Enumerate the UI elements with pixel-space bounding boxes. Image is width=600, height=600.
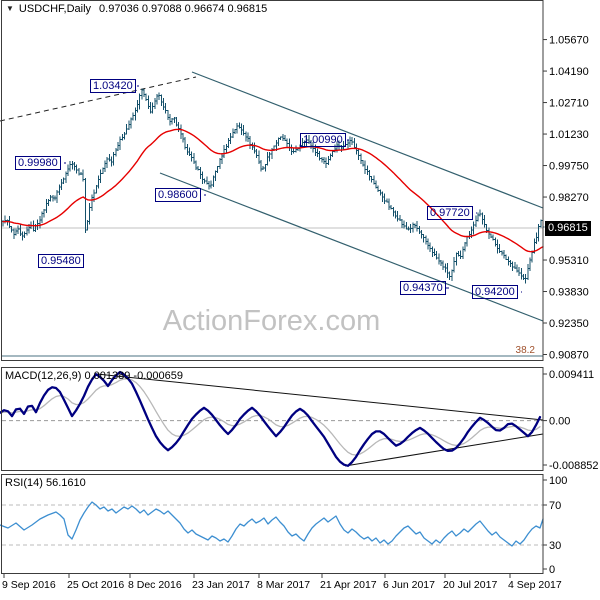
main-y-axis-label: 0.98270 [549,192,589,204]
main-y-axis-label: 0.90870 [549,350,589,362]
x-axis-date-label: 6 Jun 2017 [383,579,435,591]
x-axis-date-label: 9 Sep 2016 [2,579,56,591]
price-level-annotation: 0.97720 [427,206,473,220]
ohlc-readout: 0.97036 0.97088 0.96674 0.96815 [99,3,268,15]
x-axis-date-label: 21 Apr 2017 [320,579,377,591]
main-y-axis-label: 1.01230 [549,129,589,141]
macd-y-axis-label: 0.009411 [549,369,594,381]
macd-y-axis-label: -0.008852 [549,460,599,472]
main-y-axis-label: 0.93830 [549,287,589,299]
main-y-axis-label: 1.05670 [549,35,589,47]
chart-title: ▼ USDCHF,Daily 0.97036 0.97088 0.96674 0.9… [6,3,267,15]
x-axis-date-label: 8 Mar 2017 [257,579,310,591]
actionforex-watermark: ActionForex.com [162,305,381,337]
fib-38.2-label: 38.2 [516,345,536,356]
symbol-timeframe-label: USDCHF,Daily [18,3,92,15]
price-level-annotation: 0.94200 [472,285,518,299]
price-level-annotation: 1.03420 [90,79,136,93]
rsi-y-axis-label: 100 [549,475,567,487]
x-axis-date-label: 4 Sep 2017 [508,579,562,591]
rsi-y-axis-label: 70 [549,500,561,512]
rsi-y-axis-label: 0 [549,564,555,576]
main-y-axis-label: 0.95310 [549,255,589,267]
rsi-indicator-label: RSI(14) 56.1610 [5,477,86,489]
price-level-annotation: 0.98600 [155,188,201,202]
macd-y-axis-label: 0.00 [549,416,570,428]
x-axis-date-label: 23 Jan 2017 [192,579,250,591]
price-level-annotation: 0.94370 [400,281,446,295]
current-price-tag: 0.96815 [545,221,591,236]
main-y-axis-label: 0.92350 [549,318,589,330]
main-y-axis-label: 1.02710 [549,98,589,110]
rsi-y-axis-label: 30 [549,540,561,552]
x-axis-date-label: 8 Dec 2016 [128,579,182,591]
main-y-axis-label: 0.99750 [549,161,589,173]
price-level-annotation: 1.00990 [300,133,346,147]
symbol-dropdown-icon[interactable]: ▼ [6,4,14,13]
x-axis-date-label: 20 Jul 2017 [443,579,497,591]
macd-indicator-label: MACD(12,26,9) 0.001389 -0.000659 [5,370,183,382]
x-axis-date-label: 25 Oct 2016 [67,579,124,591]
price-level-annotation: 0.99980 [15,156,61,170]
price-level-annotation: 0.95480 [38,254,84,268]
main-y-axis-label: 1.04190 [549,66,589,78]
